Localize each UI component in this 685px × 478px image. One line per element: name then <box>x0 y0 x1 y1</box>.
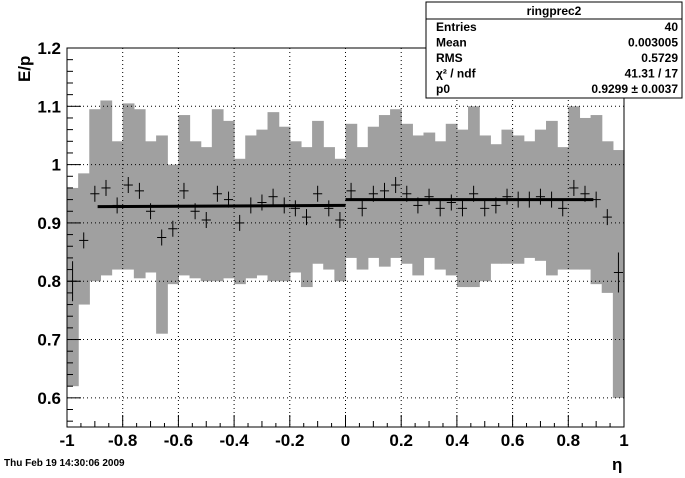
data-point-35 <box>457 200 468 217</box>
x-tick-label-6: 0.2 <box>389 431 413 450</box>
stats-box: ringprec2 Entries 40 Mean 0.003005 RMS 0.5729… <box>425 1 683 99</box>
stats-label-2: RMS <box>436 51 463 65</box>
y-tick-label-0: 0.6 <box>37 389 61 408</box>
data-point-15 <box>235 214 245 231</box>
data-point-13 <box>212 185 222 202</box>
stats-label-1: Mean <box>436 36 467 50</box>
data-point-31 <box>413 197 423 214</box>
x-axis-title: η <box>612 455 622 473</box>
stats-value-3: 41.31 / 17 <box>625 67 679 81</box>
x-tick-label-8: 0.6 <box>501 431 525 450</box>
data-point-37 <box>480 200 490 217</box>
fit-line-0 <box>97 203 346 209</box>
data-point-39 <box>502 188 512 205</box>
data-point-22 <box>313 185 323 202</box>
stats-box-title: ringprec2 <box>527 4 582 18</box>
x-tick-label-1: -0.8 <box>108 431 137 450</box>
data-point-18 <box>268 188 278 205</box>
stats-value-2: 0.5729 <box>641 51 678 65</box>
data-point-17 <box>257 194 267 211</box>
data-point-9 <box>168 220 178 237</box>
data-point-23 <box>324 200 334 217</box>
data-point-1 <box>79 232 89 249</box>
stats-label-3: χ² / ndf <box>436 67 477 81</box>
y-tick-label-1: 0.7 <box>37 331 61 350</box>
data-point-21 <box>301 209 312 226</box>
data-point-12 <box>201 212 211 229</box>
x-tick-label-9: 0.8 <box>556 431 580 450</box>
x-tick-label-2: -0.6 <box>164 431 193 450</box>
y-axis-title: E/p <box>15 56 34 82</box>
data-point-3 <box>101 179 111 196</box>
data-point-36 <box>469 185 479 202</box>
x-tick-label-0: -1 <box>59 431 74 450</box>
data-point-45 <box>569 179 579 196</box>
data-point-25 <box>346 182 356 199</box>
data-point-8 <box>157 229 167 246</box>
x-tick-label-5: 0 <box>341 431 350 450</box>
data-point-24 <box>335 212 345 229</box>
data-point-46 <box>580 185 590 202</box>
stats-rows: Entries 40 Mean 0.003005 RMS 0.5729 χ² / ndf 41… <box>436 20 678 96</box>
data-point-44 <box>558 200 568 217</box>
data-point-41 <box>524 191 534 208</box>
data-point-10 <box>179 182 189 199</box>
x-tick-label-3: -0.4 <box>219 431 249 450</box>
data-point-29 <box>391 177 401 194</box>
data-point-14 <box>223 191 234 208</box>
y-tick-label-6: 1.2 <box>37 39 61 58</box>
data-point-43 <box>547 191 557 208</box>
grid-layer <box>67 48 624 427</box>
axis-layer: -1 -0.8 -0.6 -0.4 -0.2 0 0.2 0.4 0.6 0.8 1 0.6 0.7 0.… <box>37 39 628 450</box>
stats-box-frame <box>425 1 683 99</box>
data-point-40 <box>513 191 523 208</box>
data-point-6 <box>134 182 144 199</box>
data-point-48 <box>602 209 612 226</box>
data-point-34 <box>446 194 456 211</box>
data-point-27 <box>368 185 378 202</box>
data-point-20 <box>290 200 300 217</box>
x-tick-label-4: -0.2 <box>275 431 304 450</box>
x-tick-label-10: 1 <box>619 431 628 450</box>
stats-value-4: 0.9299 ± 0.0037 <box>591 82 678 96</box>
data-point-47 <box>591 191 601 208</box>
data-point-2 <box>90 185 100 202</box>
y-tick-label-2: 0.8 <box>37 272 61 291</box>
data-point-16 <box>246 197 256 214</box>
data-point-33 <box>435 200 445 217</box>
y-tick-label-3: 0.9 <box>37 214 61 233</box>
y-tick-label-5: 1.1 <box>37 97 61 116</box>
stats-label-0: Entries <box>436 20 477 34</box>
data-point-4 <box>112 197 122 214</box>
stats-label-4: p0 <box>436 82 450 96</box>
data-point-11 <box>190 203 200 220</box>
x-tick-label-7: 0.4 <box>445 431 469 450</box>
data-point-28 <box>379 182 390 199</box>
data-point-32 <box>424 188 434 205</box>
stats-value-1: 0.003005 <box>628 36 678 50</box>
data-point-7 <box>145 203 156 220</box>
data-point-38 <box>491 197 501 214</box>
data-point-42 <box>535 188 546 205</box>
data-point-19 <box>279 197 289 214</box>
data-point-26 <box>357 200 367 217</box>
data-point-5 <box>123 177 133 194</box>
y-tick-label-4: 1 <box>52 156 61 175</box>
data-point-30 <box>402 185 412 202</box>
band-layer <box>67 100 625 398</box>
data-point-49 <box>613 252 623 293</box>
stats-value-0: 40 <box>665 20 679 34</box>
footer-timestamp: Thu Feb 19 14:30:06 2009 <box>4 458 125 469</box>
